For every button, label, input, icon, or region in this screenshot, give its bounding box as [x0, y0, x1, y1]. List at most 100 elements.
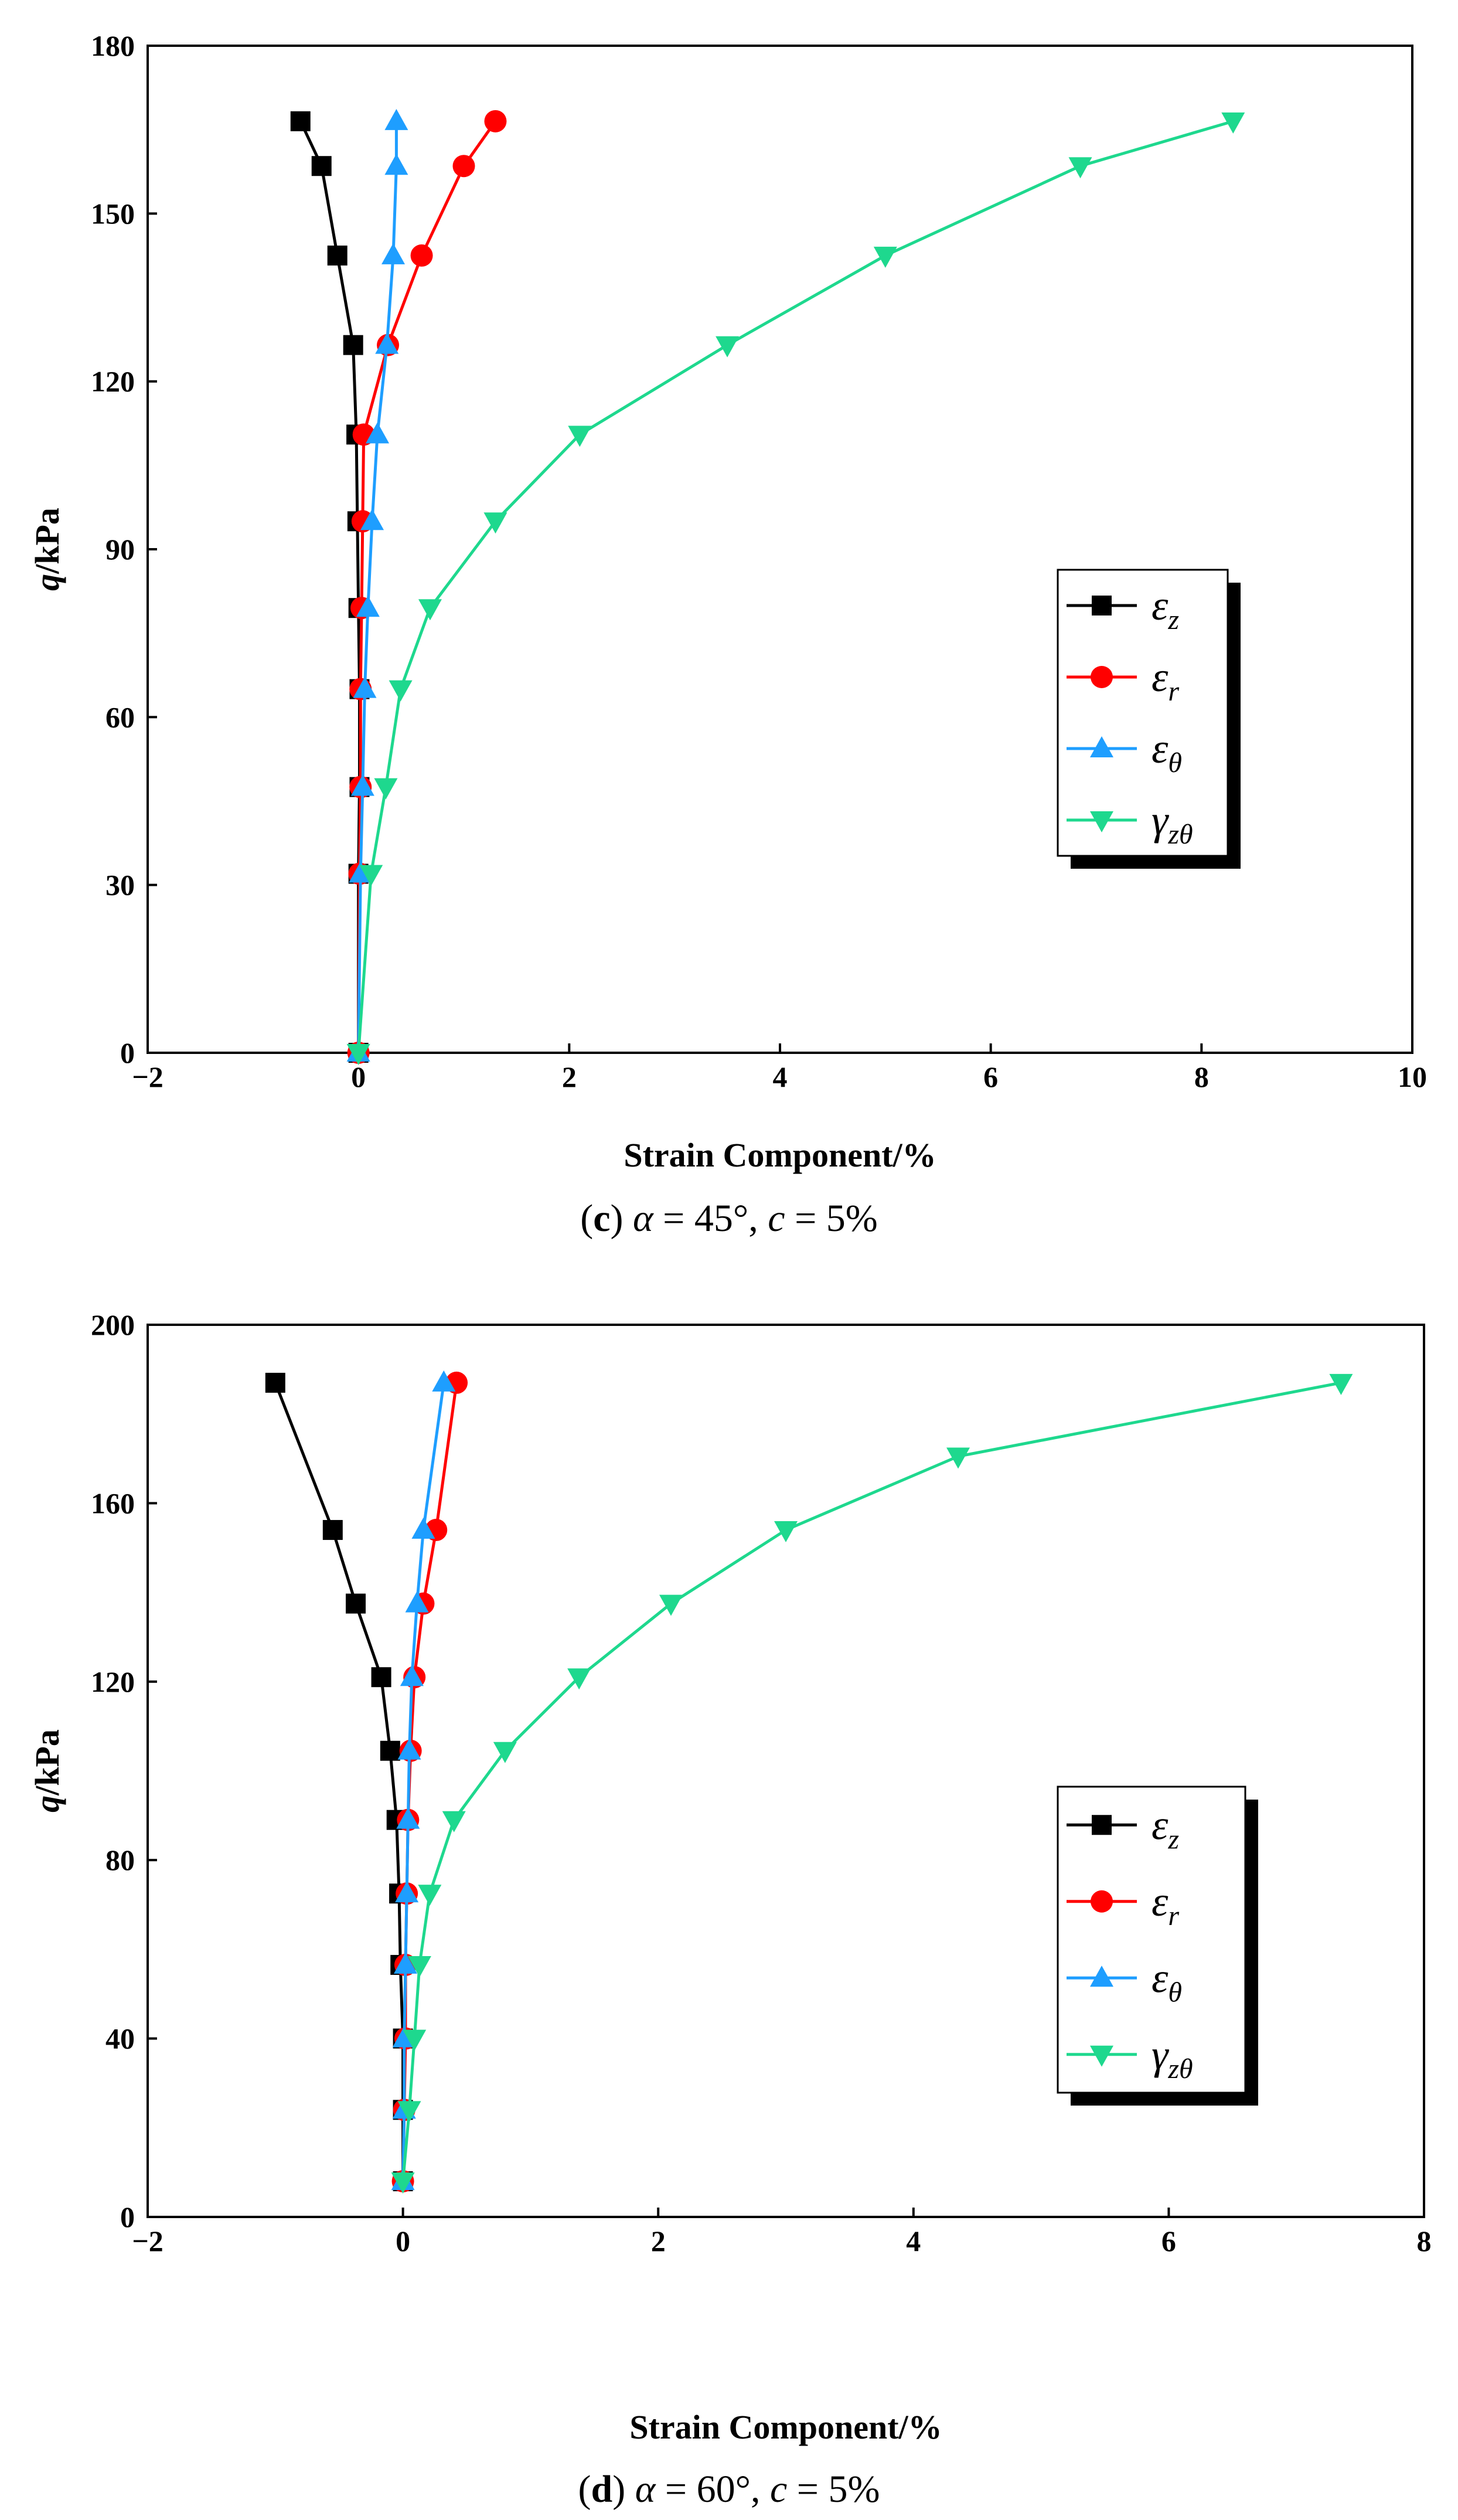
legend-subscript: zθ: [1167, 2053, 1193, 2084]
y-tick-label: 200: [91, 1308, 135, 1341]
data-point: [1068, 157, 1092, 179]
data-point: [716, 336, 740, 358]
data-point: [397, 1738, 421, 1760]
x-tick-label: 6: [1161, 2225, 1176, 2257]
legend-subscript: z: [1167, 1824, 1179, 1855]
data-point: [432, 1370, 456, 1392]
data-point: [410, 244, 433, 267]
series-3: [346, 112, 1245, 1065]
y-tick-label: 30: [105, 869, 135, 902]
legend-subscript: zθ: [1167, 819, 1193, 850]
data-point: [442, 1811, 466, 1832]
data-point: [484, 110, 507, 132]
plot-frame: [147, 1324, 1425, 2218]
caption-paren: (: [580, 1197, 593, 1240]
caption-c: c: [770, 2468, 787, 2511]
y-tick-label: 60: [105, 700, 135, 733]
series-3: [391, 1373, 1353, 2194]
data-point: [452, 155, 475, 178]
data-point: [366, 422, 390, 444]
x-tick-label: 10: [1398, 1060, 1427, 1093]
data-point: [774, 1521, 798, 1543]
legend-box: [1057, 569, 1229, 857]
legend-label: εr: [1152, 1878, 1179, 1931]
x-tick-label: 8: [1194, 1060, 1209, 1093]
data-point: [403, 2029, 427, 2051]
data-point: [381, 243, 406, 264]
x-axis-label: Strain Component/%: [629, 2408, 942, 2446]
data-point: [568, 426, 592, 447]
legend-marker: [1091, 1890, 1113, 1913]
data-point: [567, 1668, 591, 1690]
legend-label: εz: [1152, 1801, 1179, 1855]
y-tick-label: 120: [91, 1665, 135, 1698]
x-tick-label: 8: [1417, 2225, 1432, 2257]
data-point: [493, 1742, 517, 1763]
data-point: [343, 335, 363, 355]
data-point: [384, 108, 408, 130]
caption-alpha: α: [635, 2468, 656, 2511]
legend-subscript: r: [1168, 1900, 1179, 1931]
y-axis-label-unit: /kPa: [28, 508, 66, 574]
data-point: [393, 1953, 417, 1974]
caption-paren: ): [612, 2468, 635, 2511]
legend-symbol: ε: [1152, 1878, 1169, 1925]
y-tick-label: 160: [91, 1487, 135, 1519]
legend-subscript: r: [1168, 676, 1179, 707]
caption-letter: d: [591, 2468, 613, 2511]
y-tick-label: 150: [91, 197, 135, 230]
caption-c: c: [768, 1197, 785, 1240]
data-point: [265, 1372, 285, 1393]
y-axis-label-q: q: [28, 1795, 66, 1812]
legend-label: γzθ: [1152, 2031, 1193, 2084]
y-tick-label: 90: [105, 533, 135, 566]
x-tick-label: 2: [651, 2225, 666, 2257]
data-point: [389, 680, 413, 702]
legend-symbol: γ: [1152, 2031, 1169, 2078]
data-point: [290, 111, 311, 131]
data-point: [396, 1807, 420, 1829]
x-tick-label: 6: [983, 1060, 998, 1093]
data-point: [359, 865, 383, 886]
legend-label: εθ: [1152, 1954, 1182, 2008]
data-point: [1329, 1373, 1353, 1395]
caption-paren: (: [578, 2468, 591, 2511]
data-point: [391, 2172, 415, 2194]
data-point: [397, 2101, 421, 2123]
legend-label: εr: [1152, 654, 1179, 707]
data-point: [659, 1594, 683, 1616]
legend-symbol: ε: [1152, 582, 1169, 629]
legend-subscript: θ: [1168, 1977, 1182, 2008]
caption-alpha: α: [633, 1197, 654, 1240]
y-axis-label-unit: /kPa: [28, 1729, 66, 1796]
legend-label: εθ: [1152, 725, 1182, 778]
data-point: [407, 1956, 431, 1978]
caption-alpha-value: = 60°,: [655, 2468, 770, 2511]
x-axis-label: Strain Component/%: [624, 1136, 936, 1174]
data-point: [395, 1881, 419, 1903]
panel-caption: (c) α = 45°, c = 5%: [580, 1197, 878, 1240]
data-point: [375, 332, 399, 354]
data-point: [371, 1667, 391, 1688]
x-tick-label: 4: [906, 2225, 921, 2257]
legend-symbol: ε: [1152, 1954, 1169, 2001]
y-tick-label: 0: [120, 2201, 135, 2233]
data-point: [946, 1447, 970, 1469]
caption-alpha-value: = 45°,: [653, 1197, 768, 1240]
legend-marker: [1090, 1965, 1113, 1987]
caption-c-value: = 5%: [785, 1197, 878, 1240]
y-tick-label: 80: [105, 1844, 135, 1876]
x-tick-label: −2: [132, 2225, 163, 2257]
legend-marker: [1092, 596, 1112, 615]
series-2: [391, 1370, 456, 2191]
y-tick-label: 0: [120, 1036, 135, 1069]
y-axis-label: q/kPa: [28, 1729, 66, 1812]
legend-box: [1057, 1786, 1246, 2094]
y-tick-label: 180: [91, 29, 135, 62]
data-point: [411, 1518, 435, 1539]
